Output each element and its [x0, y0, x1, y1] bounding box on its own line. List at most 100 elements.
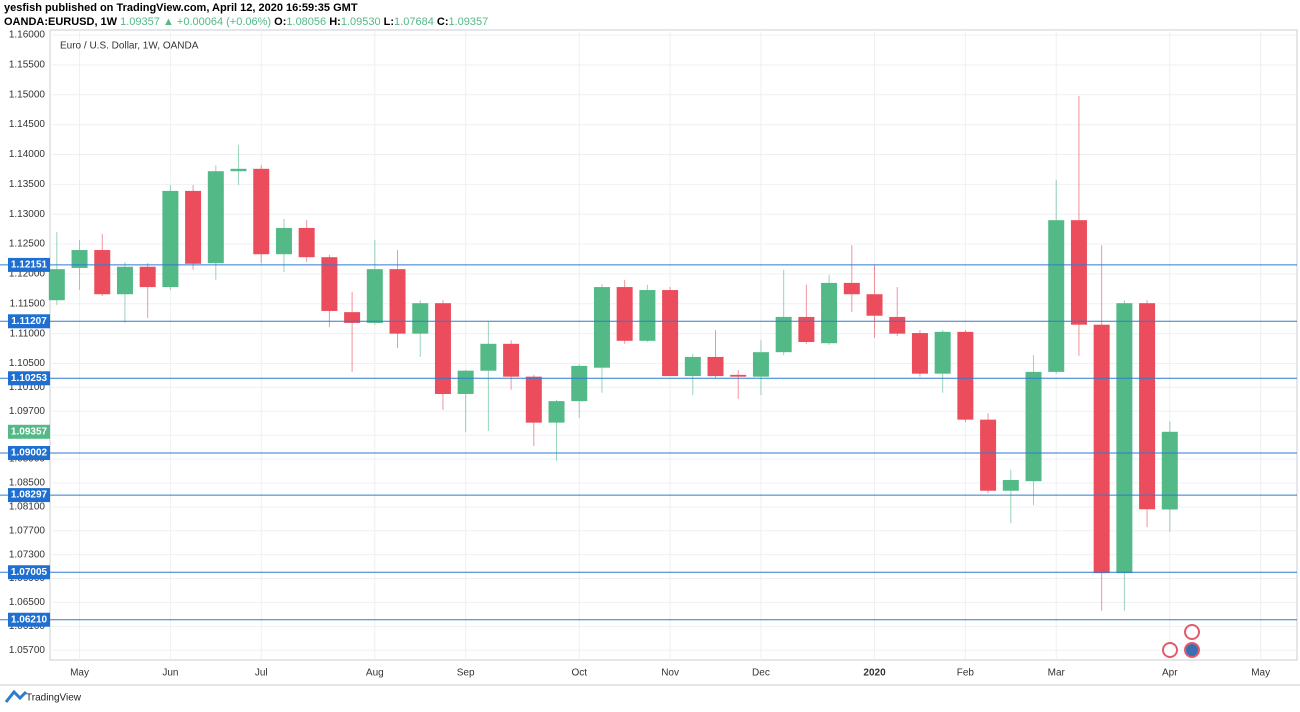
level-label: 1.07005 — [11, 567, 48, 578]
layers: 1.16000 1.15500 1.15000 1.14500 1.14000 1.135… — [0, 30, 1297, 679]
y-tick-label: 1.14500 — [9, 119, 46, 130]
level-tag — [8, 488, 50, 503]
plot-frame — [49, 29, 1298, 661]
candle-body — [934, 331, 951, 374]
candle-body — [548, 401, 565, 423]
high: 1.09530 — [340, 16, 381, 28]
candle-body — [1139, 303, 1156, 510]
level-tag — [8, 257, 50, 272]
level-tag — [8, 371, 50, 386]
candle-body — [798, 316, 815, 343]
x-tick-label: Dec — [752, 668, 770, 679]
y-tick-label: 1.11000 — [10, 328, 46, 339]
chart-title: Euro / U.S. Dollar, 1W, OANDA — [60, 41, 199, 52]
close: 1.09357 — [448, 16, 489, 28]
y-tick-label: 1.12500 — [9, 239, 46, 250]
y-tick-label: 1.07700 — [9, 525, 46, 536]
x-tick-label: Nov — [661, 668, 679, 679]
y-tick-label: 1.13500 — [9, 179, 46, 190]
arrow: ▲ — [162, 16, 174, 28]
y-tick-label: 1.10500 — [9, 358, 46, 369]
y-tick-label: 1.07300 — [9, 549, 46, 560]
candle-body — [434, 303, 451, 394]
x-tick-label: Aug — [366, 668, 384, 679]
price-tag — [8, 424, 50, 439]
candle-body — [1070, 220, 1087, 325]
candle-body — [752, 352, 769, 377]
y-tick-label: 1.09700 — [9, 406, 46, 417]
candle-body — [389, 269, 406, 334]
candle-body — [321, 257, 338, 311]
x-tick-label: May — [70, 668, 89, 679]
event-icon — [1184, 624, 1200, 640]
level-label: 1.06210 — [11, 614, 48, 625]
event-icons — [1162, 624, 1200, 658]
level-label: 1.12151 — [11, 260, 48, 271]
x-tick-label: Sep — [457, 668, 475, 679]
level-tag — [8, 314, 50, 329]
candle-body — [571, 365, 588, 402]
h-label: H: — [329, 16, 341, 28]
candle-body — [412, 303, 429, 334]
candle-body — [185, 190, 202, 264]
candle-body — [253, 168, 270, 255]
price-label: 1.09357 — [11, 426, 48, 437]
x-tick-label: Jun — [162, 668, 178, 679]
candle-body — [525, 376, 542, 423]
brand: TradingView — [26, 693, 82, 704]
candle-body — [1002, 479, 1019, 491]
y-tick-label: 1.15500 — [9, 60, 46, 71]
change: +0.00064 (+0.06%) — [176, 16, 272, 28]
candle-body — [116, 266, 133, 295]
symbol: OANDA:EURUSD, 1W — [4, 16, 118, 28]
candle-body — [889, 316, 906, 334]
candle-body — [230, 168, 247, 172]
candle-body — [843, 282, 860, 295]
candle-body — [162, 190, 179, 288]
c-label: C: — [436, 16, 449, 28]
candle-body — [94, 250, 111, 295]
candle-body — [366, 269, 383, 323]
last: 1.09357 — [120, 16, 160, 28]
candle-body — [730, 374, 747, 377]
candle-body — [503, 343, 520, 377]
candle-body — [1093, 324, 1110, 574]
l-label: L: — [383, 16, 395, 28]
o-label: O: — [274, 16, 287, 28]
symbol-line: OANDA:EURUSD, 1W 1.09357 ▲ +0.00064 (+0.… — [4, 16, 488, 28]
y-tick-label: 1.08500 — [9, 478, 46, 489]
candle-body — [662, 290, 679, 377]
level-label: 1.08297 — [11, 490, 48, 501]
candle-body — [480, 343, 497, 371]
candle-body — [207, 171, 224, 264]
y-tick-label: 1.11500 — [10, 298, 46, 309]
candle-body — [139, 266, 156, 288]
candle-body — [639, 290, 656, 341]
x-tick-label: Mar — [1048, 668, 1066, 679]
candle-body — [821, 282, 838, 344]
y-tick-label: 1.13000 — [9, 209, 46, 220]
candle-body — [775, 316, 792, 353]
y-tick-label: 1.05700 — [9, 645, 46, 656]
candle-body — [298, 227, 315, 258]
level-tag — [8, 612, 50, 627]
x-tick-label: May — [1251, 668, 1270, 679]
x-tick-label: Oct — [571, 668, 587, 679]
x-tick-label: Apr — [1162, 668, 1178, 679]
candle-body — [1048, 220, 1065, 372]
candle-body — [980, 419, 997, 491]
x-tick-label: Jul — [255, 668, 268, 679]
y-tick-label: 1.12000 — [9, 269, 46, 280]
y-tick-label: 1.15000 — [9, 89, 46, 100]
low: 1.07684 — [394, 16, 434, 28]
candle-body — [1025, 371, 1042, 482]
y-tick-label: 1.06500 — [9, 597, 46, 608]
level-label: 1.09002 — [11, 448, 48, 459]
candle-body — [48, 269, 65, 301]
y-tick-label: 1.16000 — [9, 30, 46, 41]
candle-body — [457, 370, 474, 394]
candle-body — [957, 331, 974, 420]
event-icon — [1162, 642, 1178, 658]
